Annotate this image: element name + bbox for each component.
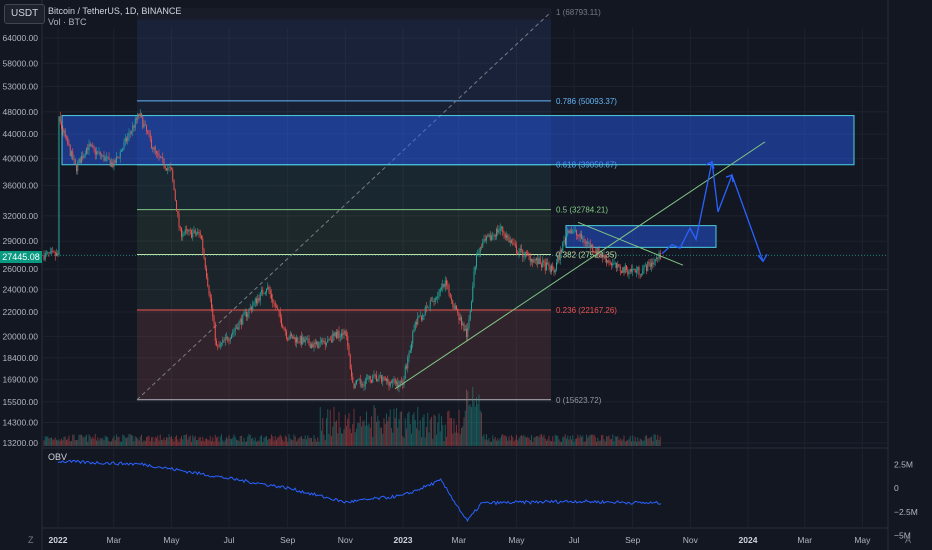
price-tick-label: 24000.00: [3, 285, 39, 295]
price-tick-label: 53000.00: [3, 81, 39, 91]
time-tick-label: Jul: [224, 535, 235, 545]
trendline-support: [394, 141, 766, 390]
price-tick-label: 58000.00: [3, 58, 39, 68]
time-tick-label: May: [854, 535, 871, 545]
projection-arrowhead: [757, 253, 768, 263]
time-tick-label: Nov: [338, 535, 354, 545]
obv-label: OBV: [48, 452, 68, 462]
time-tick-label: 2022: [49, 535, 68, 545]
price-tick-label: 13200.00: [3, 438, 39, 448]
time-tick-label: 2023: [394, 535, 413, 545]
time-tick-label: Mar: [451, 535, 466, 545]
fib-zone: [137, 100, 551, 165]
time-tick-label: 2024: [739, 535, 758, 545]
price-tick-label: 64000.00: [3, 33, 39, 43]
volume-bars: [43, 386, 661, 446]
fib-label: 0.5 (32784.21): [556, 206, 608, 215]
chart-header: USDT Bitcoin / TetherUS, 1D, BINANCE Vol…: [0, 0, 932, 28]
time-tick-label: Mar: [106, 535, 121, 545]
price-tick-label: 32000.00: [3, 211, 39, 221]
current-price-tag: 27445.08: [0, 251, 42, 263]
obv-tick-label: 0: [894, 483, 899, 493]
price-tick-label: 36000.00: [3, 181, 39, 191]
price-tick-label: 29000.00: [3, 236, 39, 246]
fib-zone: [137, 19, 551, 101]
price-tick-label: 48000.00: [3, 107, 39, 117]
price-tick-label: 22000.00: [3, 307, 39, 317]
price-tick-label: 40000.00: [3, 154, 39, 164]
price-tick-label: 15500.00: [3, 397, 39, 407]
time-tick-label: May: [508, 535, 525, 545]
volume-legend: Vol · BTC: [48, 17, 87, 27]
price-tick-label: 26000.00: [3, 264, 39, 274]
chart-title: Bitcoin / TetherUS, 1D, BINANCE: [48, 6, 182, 16]
trendline-resistance: [577, 221, 684, 266]
fib-zone: [137, 310, 551, 400]
time-tick-label: Nov: [683, 535, 699, 545]
fib-label: 0.786 (50093.37): [556, 97, 617, 106]
obv-line: [57, 459, 662, 523]
time-tick-label: Mar: [797, 535, 812, 545]
price-tick-label: 20000.00: [3, 331, 39, 341]
fib-label: 0.382 (27523.35): [556, 250, 617, 259]
range-box: [565, 225, 717, 248]
time-tick-label: Jul: [569, 535, 580, 545]
price-tick-label: 44000.00: [3, 129, 39, 139]
axes: 64000.00 58000.00 53000.00 48000.00 44000.00…: [3, 33, 918, 545]
resistance-box: [61, 115, 855, 166]
symbol-button[interactable]: USDT: [4, 4, 46, 24]
auto-scale-button[interactable]: A: [905, 535, 912, 545]
time-tick-label: Sep: [280, 535, 295, 545]
projection-path: [661, 161, 764, 262]
fib-label: 0.236 (22167.26): [556, 306, 617, 315]
candles: [43, 109, 661, 393]
obv-tick-label: 2.5M: [894, 459, 913, 469]
zoom-button[interactable]: Z: [28, 535, 34, 545]
fib-diagonal: [136, 11, 552, 401]
fib-label: 1 (68793.11): [556, 8, 601, 17]
fib-zone: [137, 164, 551, 210]
time-tick-label: Sep: [625, 535, 640, 545]
price-tick-label: 14300.00: [3, 417, 39, 427]
price-tick-label: 18400.00: [3, 353, 39, 363]
fib-zone: [137, 209, 551, 255]
obv-tick-label: −2.5M: [894, 507, 918, 517]
fib-zone: [137, 254, 551, 311]
time-tick-label: May: [163, 535, 180, 545]
fib-label: 0 (15623.72): [556, 396, 602, 405]
obv-pane: [57, 459, 662, 523]
price-tick-label: 16900.00: [3, 375, 39, 385]
obv-tick-label: −5M: [894, 531, 911, 541]
drawings: [394, 141, 768, 390]
